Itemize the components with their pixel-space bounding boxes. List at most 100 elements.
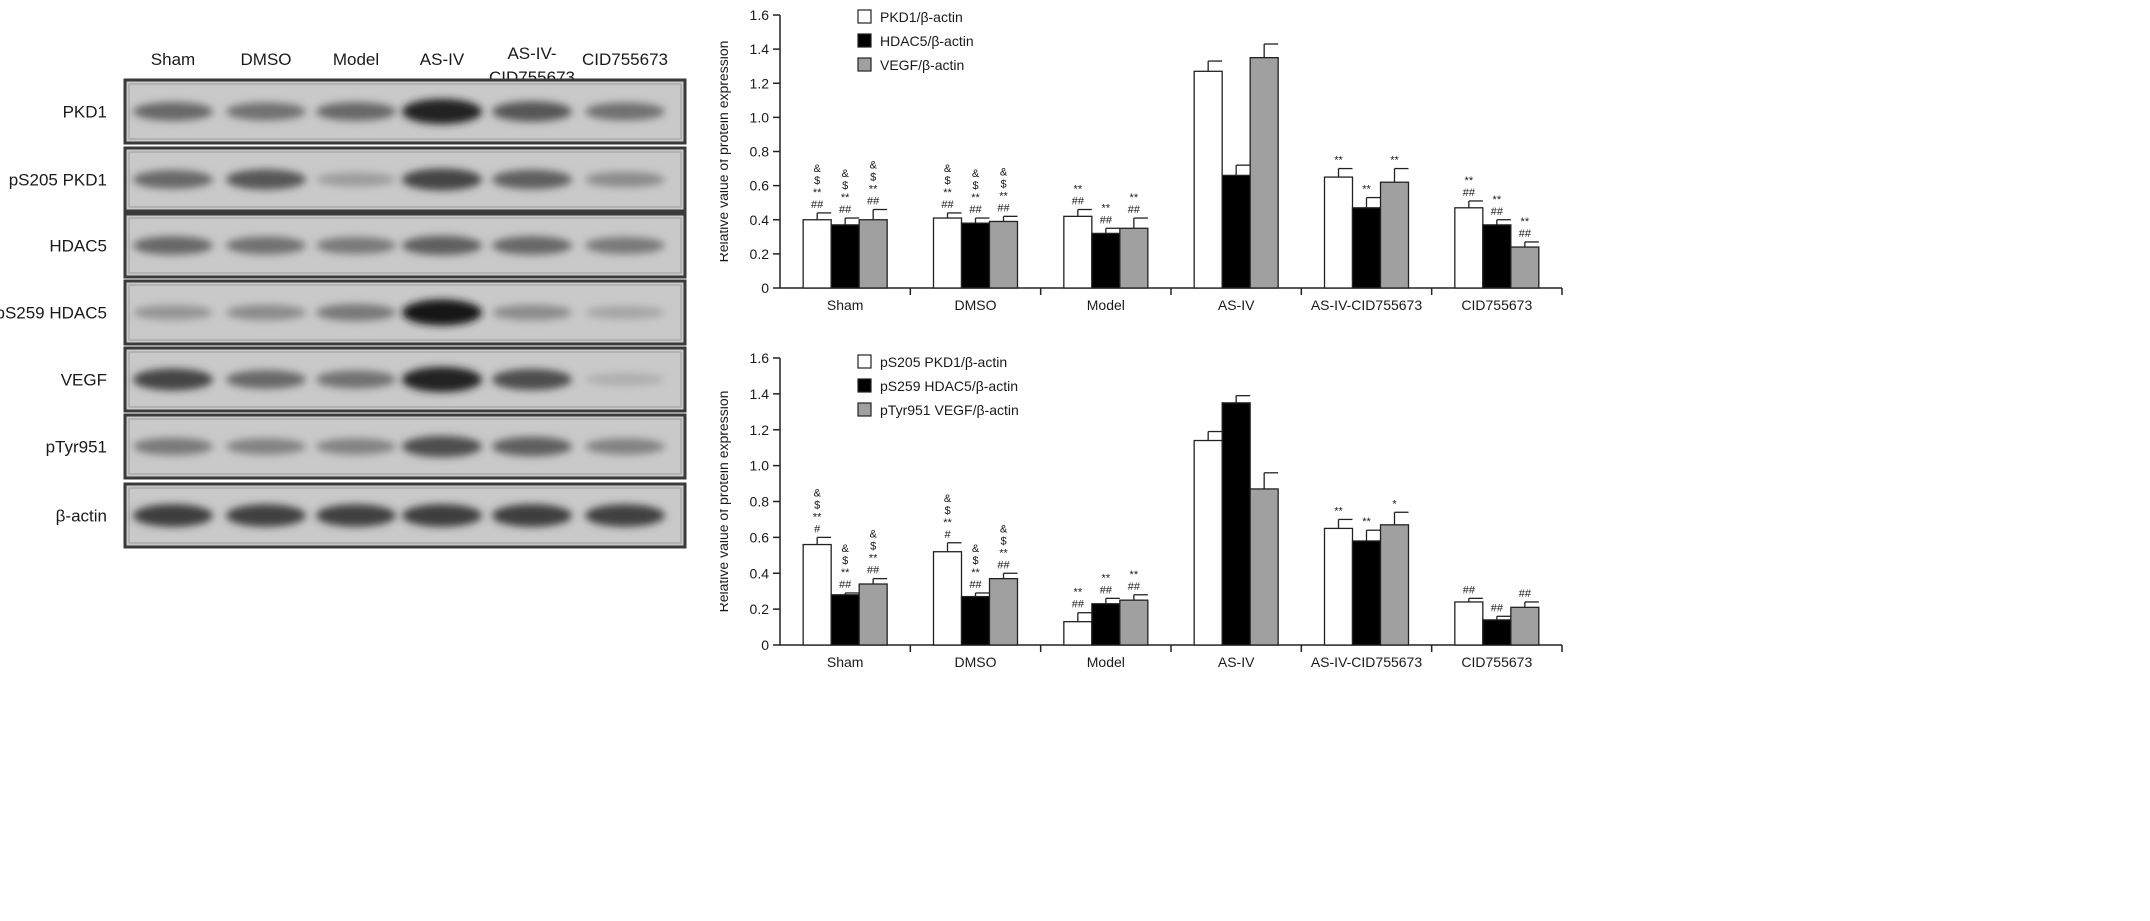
significance-mark: ## — [1128, 581, 1141, 593]
significance-mark: $ — [842, 180, 848, 192]
x-tick-label: Model — [1087, 654, 1125, 670]
significance-mark: ## — [969, 579, 982, 591]
bar — [1510, 606, 1540, 646]
bar — [1379, 181, 1410, 289]
y-tick-label: 1.4 — [750, 386, 770, 402]
blot-band — [316, 102, 396, 121]
lane-label: Sham — [151, 50, 195, 69]
significance-mark: ** — [841, 192, 850, 204]
legend-label: PKD1/β-actin — [880, 9, 963, 25]
blot-band — [226, 169, 306, 190]
blot-band — [402, 504, 482, 527]
significance-mark: ## — [1072, 599, 1085, 611]
x-tick-label: CID755673 — [1461, 297, 1532, 313]
blot-band — [585, 102, 665, 121]
legend-label: pS205 PKD1/β-actin — [880, 354, 1007, 370]
blot-row-label: PKD1 — [63, 103, 107, 122]
significance-mark: ** — [813, 511, 822, 523]
significance-mark: ## — [839, 579, 852, 591]
bottom-bar-chart: 0 0.2 0.4 0.6 0.8 1.0 1.2 1.4 1.6 Relative value … — [720, 350, 1563, 670]
bar — [1063, 621, 1093, 646]
significance-mark: $ — [1000, 178, 1006, 190]
bar — [830, 224, 860, 289]
lane-label: AS-IV- — [507, 44, 556, 63]
significance-mark: & — [813, 163, 821, 175]
bar — [960, 595, 991, 646]
y-tick-label: 1.2 — [750, 422, 770, 438]
significance-mark: ## — [1491, 206, 1504, 218]
y-tick-label: 0 — [761, 280, 769, 296]
bar — [1119, 227, 1149, 289]
y-tick-label: 1.2 — [750, 75, 770, 91]
y-tick-label: 0.8 — [750, 494, 770, 510]
x-tick-label: Sham — [827, 654, 864, 670]
significance-mark: $ — [814, 499, 820, 511]
blot-band — [316, 303, 396, 322]
y-tick-label: 0.4 — [750, 212, 770, 228]
blot-band — [492, 304, 572, 321]
blot-band — [316, 504, 396, 527]
blot-band — [492, 368, 572, 391]
bar — [932, 551, 963, 646]
significance-mark: & — [1000, 523, 1008, 535]
x-tick-label: AS-IV-CID755673 — [1311, 654, 1422, 670]
x-tick-label: AS-IV — [1218, 654, 1255, 670]
legend-label: pTyr951 VEGF/β-actin — [880, 402, 1019, 418]
significance-mark: ** — [1390, 155, 1399, 167]
y-tick-label: 0.6 — [750, 178, 770, 194]
y-tick-label: 1.0 — [750, 109, 770, 125]
significance-mark: ## — [1072, 196, 1085, 208]
significance-mark: ## — [1463, 187, 1476, 199]
blot-row-label: β-actin — [56, 507, 107, 526]
significance-mark: ** — [1130, 192, 1139, 204]
bar — [1249, 488, 1279, 646]
blot-band — [133, 305, 213, 320]
blot-band — [316, 236, 396, 255]
significance-mark: $ — [972, 180, 978, 192]
significance-mark: ## — [1128, 204, 1141, 216]
significance-mark: ## — [1463, 584, 1476, 596]
significance-mark: ## — [867, 565, 880, 577]
significance-mark: & — [972, 168, 980, 180]
blot-band — [585, 504, 665, 527]
x-tick-label: CID755673 — [1461, 654, 1532, 670]
legend-label: pS259 HDAC5/β-actin — [880, 378, 1018, 394]
significance-mark: ## — [1519, 588, 1532, 600]
blot-strip-inner — [128, 487, 682, 544]
blot-band — [133, 170, 213, 189]
significance-mark: ** — [1334, 155, 1343, 167]
significance-mark: ** — [1521, 216, 1530, 228]
significance-mark: ## — [867, 196, 880, 208]
bar — [858, 219, 888, 289]
blot-strip-inner — [128, 83, 682, 140]
blot-row-label: VEGF — [61, 371, 107, 390]
x-tick-label: AS-IV-CID755673 — [1311, 297, 1422, 313]
significance-mark: ** — [1465, 175, 1474, 187]
blot-band — [585, 438, 665, 455]
bar — [802, 543, 832, 646]
blot-band — [226, 504, 306, 527]
significance-mark: ## — [1519, 228, 1532, 240]
bar — [1379, 524, 1410, 646]
bar — [1063, 215, 1093, 289]
bar — [1249, 57, 1279, 289]
significance-mark: $ — [944, 175, 950, 187]
y-tick-label: 0.6 — [750, 529, 770, 545]
legend-swatch — [857, 57, 872, 72]
significance-mark: ** — [943, 517, 952, 529]
significance-mark: ** — [1130, 569, 1139, 581]
significance-mark: ## — [997, 559, 1010, 571]
legend-swatch — [857, 402, 872, 417]
bar — [1351, 207, 1382, 289]
y-axis-label: Relative value of protein expression — [720, 41, 731, 263]
y-axis-label: Relative value of protein expression — [720, 391, 731, 613]
blot-band — [402, 98, 482, 125]
legend-swatch — [857, 9, 872, 24]
lane-label: Model — [333, 50, 379, 69]
significance-mark: ** — [1493, 194, 1502, 206]
x-tick-label: DMSO — [955, 297, 997, 313]
bar — [1454, 207, 1484, 289]
bar — [932, 217, 963, 289]
significance-mark: ** — [869, 184, 878, 196]
y-tick-label: 1.4 — [750, 41, 770, 57]
